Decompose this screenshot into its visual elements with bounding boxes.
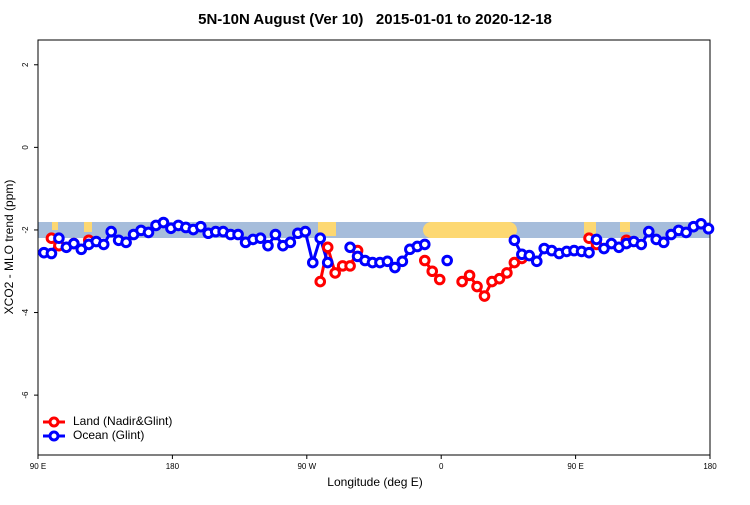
point xyxy=(680,226,692,239)
y-tick-label: -6 xyxy=(21,391,30,399)
point xyxy=(344,241,356,254)
point xyxy=(478,290,491,302)
x-tick-label: 180 xyxy=(166,462,180,471)
point xyxy=(642,225,655,238)
y-tick-label: 2 xyxy=(21,62,30,67)
x-tick-label: 90 E xyxy=(567,462,583,471)
legend-label: Land (Nadir&Glint) xyxy=(73,414,172,428)
x-tick-label: 180 xyxy=(703,462,717,471)
point xyxy=(441,254,453,267)
point xyxy=(232,228,244,241)
x-tick-label: 90 W xyxy=(297,462,316,471)
point xyxy=(254,232,267,245)
point xyxy=(695,217,707,230)
y-axis-label: XCO2 - MLO trend (ppm) xyxy=(2,180,16,315)
legend-marker xyxy=(48,416,60,428)
point xyxy=(306,256,319,269)
point xyxy=(635,238,648,251)
point xyxy=(329,267,341,279)
point xyxy=(53,232,65,245)
point xyxy=(321,256,334,269)
point xyxy=(269,228,282,241)
point xyxy=(284,236,297,249)
point xyxy=(105,225,117,238)
land-patch xyxy=(620,222,630,232)
point xyxy=(299,225,312,238)
point xyxy=(501,267,513,279)
point xyxy=(433,273,446,286)
point xyxy=(471,280,483,293)
y-tick-label: 0 xyxy=(21,145,30,150)
land-patch xyxy=(423,222,517,238)
point xyxy=(702,222,715,235)
point xyxy=(583,246,595,259)
point xyxy=(426,265,439,278)
land-patch xyxy=(52,222,58,230)
plot-frame xyxy=(37,39,711,456)
point xyxy=(68,237,80,250)
point xyxy=(314,275,327,288)
y-tick-label: -2 xyxy=(21,226,30,234)
point xyxy=(75,243,88,256)
legend-label: Ocean (Glint) xyxy=(73,428,144,442)
point xyxy=(657,236,670,249)
point xyxy=(396,255,409,268)
point xyxy=(418,254,431,267)
point xyxy=(142,226,155,239)
x-tick-label: 90 E xyxy=(30,462,46,471)
legend-marker xyxy=(48,430,60,442)
land-patch xyxy=(318,222,336,236)
point xyxy=(418,238,431,251)
point xyxy=(389,261,401,274)
point xyxy=(45,247,58,260)
point xyxy=(321,241,334,254)
chart-title: 5N-10N August (Ver 10) 2015-01-01 to 202… xyxy=(198,11,552,28)
point xyxy=(120,236,132,249)
point xyxy=(456,275,468,288)
point xyxy=(314,232,327,245)
land-patch xyxy=(584,222,596,234)
point xyxy=(598,242,610,255)
point xyxy=(194,220,207,233)
point xyxy=(381,255,394,268)
land-patch xyxy=(84,222,92,232)
point xyxy=(262,239,274,252)
point xyxy=(508,234,521,247)
point xyxy=(97,238,110,251)
point xyxy=(344,260,356,272)
point xyxy=(463,269,476,282)
point xyxy=(523,249,536,262)
x-axis-label: Longitude (deg E) xyxy=(327,475,422,489)
point xyxy=(493,272,506,285)
x-tick-label: 0 xyxy=(439,462,444,471)
y-tick-label: -4 xyxy=(21,308,30,316)
point xyxy=(530,255,543,268)
point xyxy=(157,216,170,229)
point xyxy=(590,233,603,246)
